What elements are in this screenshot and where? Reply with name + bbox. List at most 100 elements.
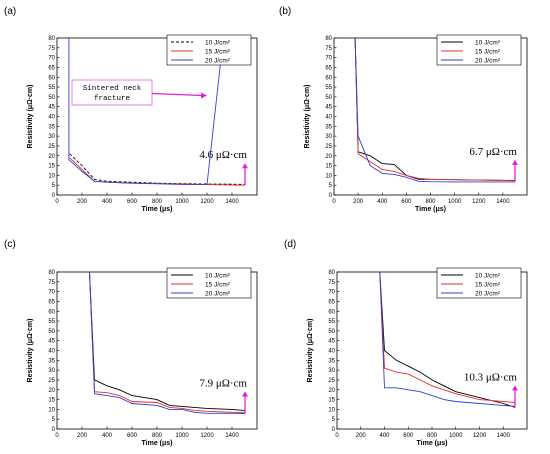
- y-tick-label: 35: [325, 124, 332, 130]
- y-tick-label: 70: [328, 290, 335, 296]
- x-tick-label: 1000: [175, 199, 189, 205]
- y-tick-label: 40: [325, 115, 332, 121]
- y-tick-label: 65: [48, 65, 55, 71]
- legend-label-3: 20 J/cm²: [205, 57, 231, 64]
- x-tick-label: 800: [152, 433, 163, 439]
- y-tick-label: 20: [48, 154, 55, 160]
- y-tick-label: 60: [328, 309, 335, 315]
- annotation-arrow-head: [512, 159, 518, 165]
- y-tick-label: 50: [48, 329, 55, 335]
- y-tick-label: 75: [48, 46, 55, 52]
- annotation-arrow-head: [242, 391, 248, 397]
- y-tick-label: 15: [48, 164, 55, 170]
- value-annotation-label: 7.9 μΩ·cm: [199, 377, 247, 389]
- x-tick-label: 600: [403, 433, 414, 439]
- series-line-3: [354, 38, 515, 183]
- y-tick-label: 55: [48, 319, 55, 325]
- value-annotation-label: 6.7 μΩ·cm: [469, 146, 517, 158]
- y-tick-label: 70: [325, 56, 332, 62]
- series-line-1: [379, 272, 516, 408]
- legend-label-3: 20 J/cm²: [205, 290, 231, 297]
- y-tick-label: 10: [48, 173, 55, 179]
- y-tick-label: 60: [48, 75, 55, 81]
- legend: 10 J/cm² 15 J/cm² 20 J/cm²: [436, 267, 522, 299]
- y-tick-label: 5: [332, 417, 336, 423]
- y-axis-label: Resistivity (μΩ·cm): [307, 319, 314, 383]
- x-tick-label: 1200: [200, 199, 214, 205]
- value-annotation: 6.7 μΩ·cm: [469, 146, 518, 182]
- y-tick-label: 80: [325, 36, 332, 42]
- y-tick-label: 30: [325, 134, 332, 140]
- y-tick-label: 20: [48, 388, 55, 394]
- y-tick-label: 15: [325, 164, 332, 170]
- x-tick-label: 400: [102, 433, 113, 439]
- legend-label-1: 10 J/cm²: [475, 272, 501, 279]
- y-tick-label: 80: [48, 270, 55, 276]
- y-tick-label: 20: [328, 388, 335, 394]
- x-axis-label: Time (μs): [142, 440, 173, 447]
- series-line-3: [379, 272, 516, 407]
- legend-label-1: 10 J/cm²: [205, 39, 231, 46]
- annotation-arrow-head: [512, 385, 518, 391]
- legend: 10 J/cm² 15 J/cm² 20 J/cm²: [166, 267, 252, 299]
- y-tick-label: 0: [332, 427, 336, 433]
- x-tick-label: 1200: [473, 433, 487, 439]
- value-annotation: 7.9 μΩ·cm: [199, 377, 248, 414]
- legend-label-2: 15 J/cm²: [205, 48, 231, 55]
- y-tick-label: 65: [48, 299, 55, 305]
- series-line-2: [89, 272, 245, 413]
- series-line-1: [69, 153, 245, 185]
- legend-label-1: 10 J/cm²: [475, 39, 501, 46]
- x-tick-label: 600: [127, 199, 138, 205]
- x-tick-label: 1400: [496, 199, 510, 205]
- callout-text-line: Sintered neck: [83, 85, 142, 93]
- x-axis-label: Time (μs): [142, 206, 173, 213]
- y-tick-label: 40: [48, 115, 55, 121]
- y-tick-label: 50: [325, 95, 332, 101]
- series-line-1: [89, 272, 245, 411]
- y-tick-label: 30: [48, 134, 55, 140]
- y-tick-label: 75: [328, 280, 335, 286]
- x-tick-label: 1400: [497, 433, 511, 439]
- y-tick-label: 55: [328, 319, 335, 325]
- y-tick-label: 55: [48, 85, 55, 91]
- y-tick-label: 75: [48, 280, 55, 286]
- y-tick-label: 80: [48, 36, 55, 42]
- y-tick-label: 35: [48, 358, 55, 364]
- x-tick-label: 200: [77, 199, 88, 205]
- legend: 10 J/cm² 15 J/cm² 20 J/cm²: [436, 34, 522, 66]
- panel-label: (d): [284, 239, 296, 250]
- y-tick-label: 30: [48, 368, 55, 374]
- callout-annotation: Sintered neck fracture: [71, 79, 207, 106]
- callout-box: [71, 79, 153, 106]
- callout-text-line: fracture: [94, 95, 130, 103]
- y-tick-label: 10: [325, 173, 332, 179]
- y-tick-label: 60: [48, 309, 55, 315]
- x-tick-label: 0: [55, 199, 59, 205]
- series-line-3: [89, 272, 245, 414]
- x-axis-label: Time (μs): [415, 206, 446, 213]
- y-axis-label: Resistivity (μΩ·cm): [304, 85, 311, 149]
- y-tick-label: 25: [328, 378, 335, 384]
- callout-arrow-shaft: [151, 92, 203, 97]
- legend: 10 J/cm² 15 J/cm² 20 J/cm²: [166, 34, 252, 66]
- y-tick-label: 0: [329, 193, 333, 199]
- y-tick-label: 30: [328, 368, 335, 374]
- x-tick-label: 200: [356, 433, 367, 439]
- x-tick-label: 800: [152, 199, 163, 205]
- y-tick-label: 50: [328, 329, 335, 335]
- y-tick-label: 35: [48, 124, 55, 130]
- y-tick-label: 40: [328, 349, 335, 355]
- panel-label: (b): [279, 6, 291, 17]
- y-tick-label: 45: [48, 339, 55, 345]
- legend-label-3: 20 J/cm²: [475, 57, 501, 64]
- value-annotation-label: 10.3 μΩ·cm: [464, 371, 518, 383]
- y-axis-label: Resistivity (μΩ·cm): [27, 319, 34, 383]
- y-tick-label: 70: [48, 290, 55, 296]
- value-annotation: 10.3 μΩ·cm: [464, 371, 518, 408]
- y-tick-label: 25: [48, 378, 55, 384]
- y-axis-label: Resistivity (μΩ·cm): [27, 85, 34, 149]
